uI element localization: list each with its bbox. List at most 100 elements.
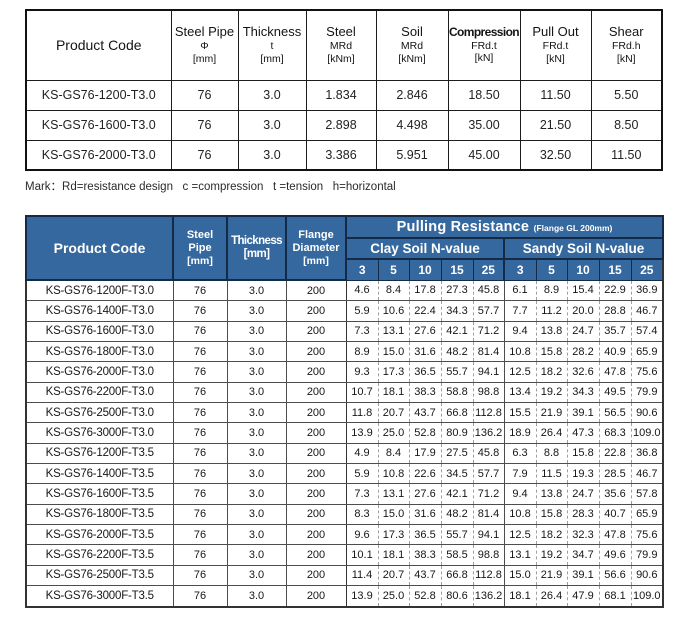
t1-header-soil: Soil MRd [kNm]	[375, 9, 449, 81]
t2-sandy-value-cell: 90.6	[631, 565, 664, 587]
header-unit: [mm]	[303, 254, 329, 267]
t2-sandy-value-cell: 28.5	[599, 463, 632, 485]
t1-value-cell: 76	[170, 139, 239, 171]
t2-clay-value-cell: 10.7	[346, 382, 379, 404]
t2-steel-pipe-cell: 76	[173, 280, 228, 302]
t2-flange-cell: 200	[286, 300, 347, 322]
t2-clay-value-cell: 25.0	[378, 585, 410, 607]
t2-sandy-value-cell: 26.4	[536, 422, 568, 444]
t2-clay-value-cell: 10.8	[378, 463, 410, 485]
t1-header-steel-pipe: Steel Pipe Φ [mm]	[170, 9, 239, 81]
t2-sandy-value-cell: 49.5	[599, 382, 632, 404]
t2-clay-value-cell: 58.8	[441, 382, 474, 404]
t2-row: KS-GS76-1400F-T3.5 76 3.0 200 5.9 10.8 22.6 34.…	[26, 463, 664, 485]
t2-nvalue-header: 25	[630, 258, 664, 281]
t2-product-code-cell: KS-GS76-1600F-T3.5	[26, 483, 174, 505]
t2-thickness-cell: 3.0	[227, 382, 287, 404]
t2-product-code-cell: KS-GS76-2200F-T3.5	[26, 544, 174, 566]
t2-clay-value-cell: 11.8	[346, 402, 379, 424]
t2-sandy-value-cell: 8.9	[536, 280, 568, 302]
t2-sandy-value-cell: 79.9	[631, 544, 664, 566]
t2-sandy-value-cell: 47.8	[599, 361, 632, 383]
t2-thickness-cell: 3.0	[227, 300, 287, 322]
t2-sandy-value-cell: 26.4	[536, 585, 568, 607]
t2-row: KS-GS76-2500F-T3.5 76 3.0 200 11.4 20.7 43.7 66…	[26, 565, 664, 587]
t1-header-line: [mm]	[260, 52, 284, 65]
t2-clay-value-cell: 42.1	[441, 483, 474, 505]
t2-clay-value-cell: 55.7	[441, 524, 474, 546]
t2-sandy-value-cell: 57.8	[631, 483, 664, 505]
t2-clay-value-cell: 81.4	[473, 504, 505, 526]
t1-value-cell: 32.50	[519, 139, 592, 171]
t2-sandy-value-cell: 24.7	[567, 321, 600, 343]
t2-sandy-value-cell: 40.7	[599, 504, 632, 526]
t1-header-line: t	[270, 40, 274, 53]
t2-steel-pipe-cell: 76	[173, 443, 228, 465]
t2-clay-value-cell: 27.3	[441, 280, 474, 302]
t1-header-line: Pull Out	[532, 24, 579, 39]
t2-row: KS-GS76-1400F-T3.0 76 3.0 200 5.9 10.6 22.4 34.…	[26, 300, 664, 322]
t2-clay-value-cell: 71.2	[473, 483, 505, 505]
t2-nvalue-header: 5	[377, 258, 410, 281]
t1-header-line: [mm]	[192, 52, 217, 65]
t2-row: KS-GS76-2000F-T3.0 76 3.0 200 9.3 17.3 36.5 55.…	[26, 361, 664, 383]
t1-header-steel: Steel MRd [kNm]	[305, 9, 377, 81]
t2-flange-cell: 200	[286, 382, 347, 404]
t2-sandy-value-cell: 20.0	[567, 300, 600, 322]
t2-clay-value-cell: 45.8	[473, 443, 505, 465]
t1-header-shear: Shear FRd.h [kN]	[590, 9, 663, 81]
t2-nvalue-header: 15	[440, 258, 474, 281]
t2-thickness-cell: 3.0	[227, 321, 287, 343]
t2-sandy-value-cell: 109.0	[631, 585, 664, 607]
t2-flange-cell: 200	[286, 280, 347, 302]
t1-value-cell: 1.834	[305, 79, 377, 111]
t2-clay-value-cell: 112.8	[473, 565, 505, 587]
t2-sandy-soil-header: Sandy Soil N-value	[502, 237, 665, 260]
t1-header-line: Shear	[608, 24, 644, 39]
t2-clay-value-cell: 71.2	[473, 321, 505, 343]
t2-clay-value-cell: 8.9	[346, 341, 379, 363]
t2-flange-cell: 200	[286, 504, 347, 526]
t2-sandy-value-cell: 57.4	[631, 321, 664, 343]
t2-sandy-value-cell: 21.9	[536, 565, 568, 587]
t2-clay-value-cell: 36.5	[409, 361, 442, 383]
t2-clay-value-cell: 34.3	[441, 300, 474, 322]
t2-clay-value-cell: 4.9	[346, 443, 379, 465]
t2-row: KS-GS76-1200F-T3.0 76 3.0 200 4.6 8.4 17.8 27.3…	[26, 280, 664, 302]
t1-header-line: FRd.h	[611, 40, 641, 53]
t2-sandy-value-cell: 7.7	[504, 300, 537, 322]
t2-clay-value-cell: 57.7	[473, 463, 505, 485]
t2-clay-value-cell: 80.9	[441, 422, 474, 444]
t2-clay-value-cell: 45.8	[473, 280, 505, 302]
t1-header-line: [kN]	[474, 52, 494, 65]
t2-product-code-cell: KS-GS76-1200F-T3.0	[26, 280, 174, 302]
t2-sandy-value-cell: 8.8	[536, 443, 568, 465]
t2-flange-cell: 200	[286, 524, 347, 546]
t2-steel-pipe-cell: 76	[173, 321, 228, 343]
t2-sandy-value-cell: 10.8	[504, 504, 537, 526]
t2-thickness-cell: 3.0	[227, 341, 287, 363]
t2-clay-value-cell: 31.6	[409, 341, 442, 363]
t2-sandy-value-cell: 21.9	[536, 402, 568, 424]
t2-clay-value-cell: 22.4	[409, 300, 442, 322]
t2-clay-value-cell: 8.3	[346, 504, 379, 526]
t2-clay-value-cell: 98.8	[473, 544, 505, 566]
t1-value-cell: 5.50	[590, 79, 663, 111]
t2-sandy-value-cell: 90.6	[631, 402, 664, 424]
t2-sandy-value-cell: 6.1	[504, 280, 537, 302]
t2-sandy-value-cell: 18.2	[536, 524, 568, 546]
t2-sandy-value-cell: 46.7	[631, 463, 664, 485]
t2-sandy-value-cell: 79.9	[631, 382, 664, 404]
t2-product-code-cell: KS-GS76-1400F-T3.0	[26, 300, 174, 322]
t2-sandy-value-cell: 65.9	[631, 341, 664, 363]
t2-flange-cell: 200	[286, 402, 347, 424]
t2-sandy-value-cell: 32.3	[567, 524, 600, 546]
t2-nvalue-header: 15	[598, 258, 632, 281]
t2-row: KS-GS76-1600F-T3.0 76 3.0 200 7.3 13.1 27.6 42.…	[26, 321, 664, 343]
t2-clay-value-cell: 17.9	[409, 443, 442, 465]
t2-nvalue-header: 10	[566, 258, 600, 281]
header-line: Pipe	[188, 241, 212, 254]
t2-clay-value-cell: 17.3	[378, 361, 410, 383]
t1-header-line: Compression	[448, 24, 520, 39]
t2-flange-cell: 200	[286, 463, 347, 485]
